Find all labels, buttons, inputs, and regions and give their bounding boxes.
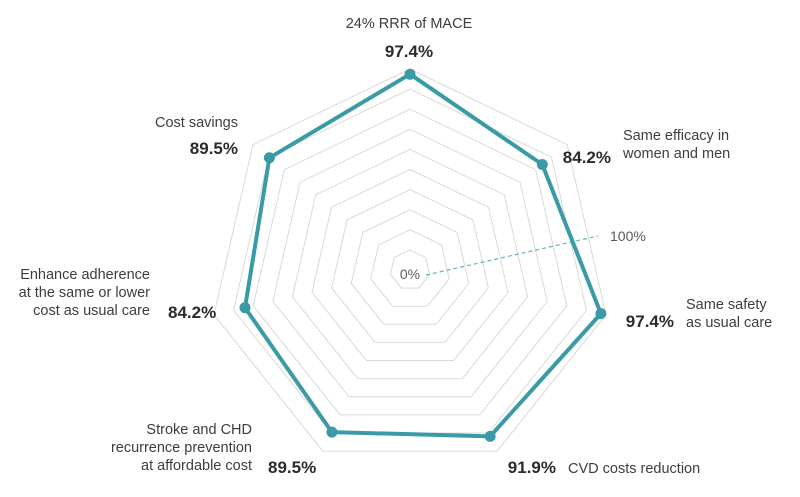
scale-reference: 0% 100% — [400, 228, 646, 282]
axis-label: CVD costs reduction — [568, 461, 700, 477]
data-point — [595, 308, 607, 320]
axis-label: Enhance adherence at the same or lower cos… — [19, 267, 151, 319]
radar-grid — [213, 68, 607, 452]
grid-ring — [389, 249, 431, 289]
grid-ring — [311, 168, 509, 361]
grid-ring — [233, 88, 587, 434]
axis-label: Stroke and CHD recurrence prevention at af… — [111, 422, 252, 474]
axis-label: Same safety as usual care — [686, 297, 772, 331]
scale-min-label: 0% — [400, 266, 420, 282]
grid-ring — [272, 128, 548, 398]
data-point — [484, 430, 496, 442]
axis-labels: 24% RRR of MACE 97.4% Same efficacy in wome… — [19, 16, 773, 477]
value-label: 97.4% — [626, 312, 674, 331]
data-point — [326, 426, 338, 438]
grid-ring — [252, 108, 568, 416]
axis-label: Cost savings — [155, 115, 238, 131]
grid-ring — [213, 68, 607, 452]
value-label: 89.5% — [190, 139, 238, 158]
scale-reference-line — [425, 235, 599, 276]
value-label: 84.2% — [168, 303, 216, 322]
series-line — [243, 72, 603, 439]
data-point — [404, 68, 416, 80]
value-label: 89.5% — [268, 458, 316, 477]
grid-ring — [350, 209, 470, 325]
scale-max-label: 100% — [610, 228, 646, 244]
axis-label: Same efficacy in women and men — [622, 128, 730, 162]
value-label: 97.4% — [385, 42, 433, 61]
data-point — [239, 302, 251, 314]
grid-ring — [291, 148, 529, 380]
data-series — [239, 68, 607, 442]
axis-label: 24% RRR of MACE — [346, 16, 473, 32]
value-label: 91.9% — [508, 458, 556, 477]
data-point — [536, 159, 548, 170]
grid-ring — [331, 189, 489, 343]
value-label: 84.2% — [563, 148, 611, 167]
grid-ring — [370, 229, 450, 307]
data-point — [263, 152, 275, 164]
